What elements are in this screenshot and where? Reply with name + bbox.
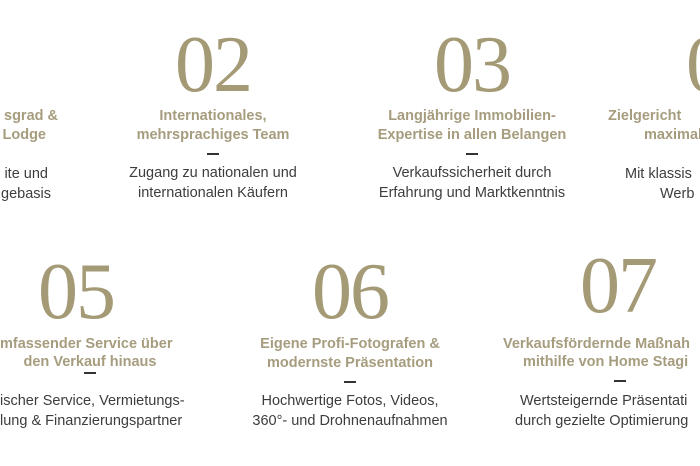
feature-03: 03 Langjährige Immobilien- Expertise in …: [342, 25, 602, 203]
feature-body-line: ischer Service, Vermietungs-: [0, 393, 185, 409]
feature-title-line: Verkaufsfördernde Maßnah: [503, 336, 690, 352]
feature-06: 06 Eigene Profi-Fotografen & modernste P…: [220, 252, 480, 431]
feature-number: 05: [38, 248, 116, 336]
feature-title-line: Lodge: [2, 127, 47, 143]
feature-title-line: maximale: [644, 127, 700, 143]
feature-number: 02: [175, 21, 253, 109]
feature-number: 06: [312, 248, 390, 336]
divider: [207, 153, 219, 155]
feature-body-line: Zugang zu nationalen und: [129, 165, 297, 181]
feature-body-line: internationalen Käufern: [138, 185, 288, 201]
divider: [466, 153, 478, 155]
feature-title-line: Zielgericht: [608, 108, 682, 124]
divider: [84, 372, 96, 374]
feature-title-line: mehrsprachiges Team: [136, 127, 290, 143]
feature-title-line: Langjährige Immobilien-: [388, 108, 556, 124]
feature-body-line: 360°- und Drohnenaufnahmen: [252, 413, 448, 429]
feature-body-line: gebasis: [1, 186, 51, 202]
feature-title-line: sgrad &: [4, 108, 58, 124]
feature-title-line: Expertise in allen Belangen: [377, 127, 567, 143]
feature-body-line: Mit klassis: [625, 166, 692, 182]
feature-title-line: Internationales,: [159, 108, 267, 124]
feature-title-line: modernste Präsentation: [267, 355, 433, 371]
divider: [614, 380, 626, 382]
feature-body-line: Hochwertige Fotos, Videos,: [261, 393, 439, 409]
feature-number: 07: [580, 242, 658, 330]
feature-body-line: Erfahrung und Marktkenntnis: [378, 185, 566, 201]
divider: [344, 381, 356, 383]
feature-body-line: Wertsteigernde Präsentati: [520, 393, 688, 409]
feature-body-line: lung & Finanzierungspartner: [0, 413, 183, 429]
feature-title-line: den Verkauf hinaus: [23, 354, 157, 370]
feature-body-line: ite und: [4, 166, 48, 182]
feature-number: 03: [434, 21, 512, 109]
feature-title-line: mfassender Service über: [0, 336, 173, 352]
feature-title-line: Eigene Profi-Fotografen &: [260, 336, 440, 352]
feature-title-line: mithilfe von Home Stagi: [523, 354, 689, 370]
feature-body-line: durch gezielte Optimierung: [515, 413, 689, 429]
feature-body-line: Werb: [660, 186, 695, 202]
feature-02: 02 Internationales, mehrsprachiges Team …: [83, 25, 343, 203]
feature-number: 0: [686, 25, 700, 105]
feature-body-line: Verkaufssicherheit durch: [392, 165, 552, 181]
